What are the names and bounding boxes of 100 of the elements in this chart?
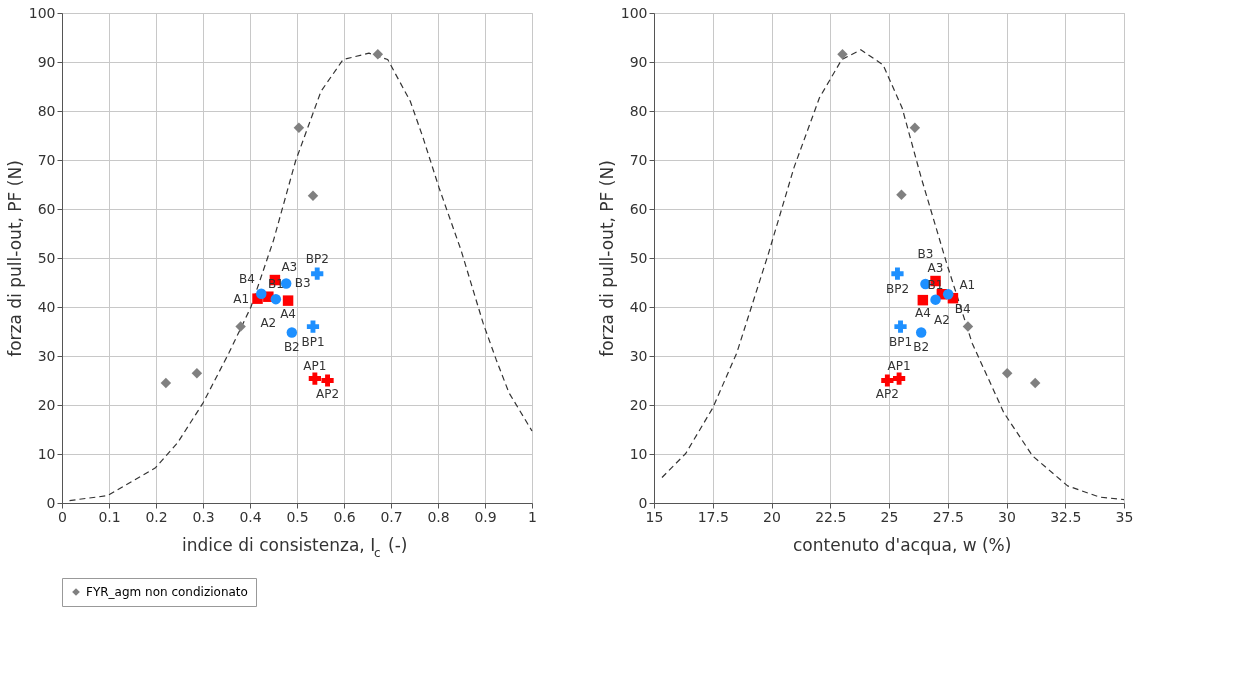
data-label: A3 <box>281 260 298 275</box>
data-label: AP2 <box>316 386 340 401</box>
y-tick-label: 80 <box>37 102 56 119</box>
y-tick-label: 70 <box>629 151 648 168</box>
point <box>917 294 929 306</box>
y-tick-label: 20 <box>629 396 648 413</box>
x-tick-label: 20 <box>763 508 781 525</box>
x-tick-label: 15 <box>645 508 664 525</box>
data-label: AP1 <box>887 358 911 373</box>
point <box>307 190 319 202</box>
data-label: B4 <box>238 271 255 286</box>
data-label: BP1 <box>301 334 325 349</box>
point <box>256 288 267 299</box>
x-tick-label: 0.9 <box>474 508 497 525</box>
point <box>191 367 203 379</box>
x-axis-title: contenuto d'acqua, w (%) <box>793 535 1012 555</box>
y-tick-label: 30 <box>37 347 56 364</box>
x-tick-label: 35 <box>1115 508 1134 525</box>
point <box>306 320 320 333</box>
y-tick-label: 40 <box>37 298 56 315</box>
point <box>909 122 921 133</box>
y-tick-label: 10 <box>37 445 56 462</box>
y-tick-label: 60 <box>629 200 648 217</box>
y-tick-label: 60 <box>37 200 56 217</box>
point <box>282 295 294 306</box>
y-tick-label: 80 <box>629 102 648 119</box>
y-tick-label: 0 <box>638 494 648 511</box>
point <box>235 321 246 332</box>
x-tick-label: 25 <box>880 508 899 525</box>
point <box>896 189 907 201</box>
x-tick-label: 30 <box>998 508 1016 525</box>
x-tick-label: 0.4 <box>239 508 262 525</box>
point <box>894 320 907 333</box>
data-label: A3 <box>927 261 944 276</box>
x-tick-label: 27.5 <box>932 508 964 525</box>
y-tick-label: 90 <box>629 53 648 70</box>
x-tick-label: 17.5 <box>697 508 729 525</box>
y-axis-title: forza di pull-out, PF (N) <box>4 160 25 357</box>
x-tick-label: 0.5 <box>286 508 309 525</box>
data-label: B1 <box>927 277 944 292</box>
y-tick-label: 100 <box>28 4 56 21</box>
point <box>372 48 384 60</box>
x-tick-label: 32.5 <box>1050 508 1082 525</box>
y-tick-label: 50 <box>37 249 56 266</box>
y-tick-label: 50 <box>629 249 648 266</box>
line-series <box>661 49 1125 501</box>
point <box>270 293 282 305</box>
data-label: B3 <box>294 276 311 291</box>
y-tick-label: 10 <box>629 445 648 462</box>
x-tick-label: 0.7 <box>380 508 403 525</box>
x-tick-label: 22.5 <box>815 508 847 525</box>
data-label: BP2 <box>305 251 329 266</box>
point <box>160 377 172 389</box>
y-tick-label: 0 <box>46 494 56 511</box>
point <box>962 321 974 332</box>
x-tick-label: 0.2 <box>145 508 168 525</box>
y-axis-title: forza di pull-out, PF (N) <box>596 160 617 357</box>
point <box>930 294 941 305</box>
y-tick-label: 30 <box>629 347 648 364</box>
data-label: B4 <box>954 302 971 317</box>
legend-label: FYR_agm non condizionato <box>86 585 248 599</box>
x-tick-label: 0.6 <box>333 508 356 525</box>
y-tick-label: 20 <box>37 396 56 413</box>
point <box>311 267 324 280</box>
x-tick-label: 1 <box>528 508 537 525</box>
data-label: BP2 <box>885 281 910 296</box>
x-tick-label: 0.1 <box>98 508 121 525</box>
point <box>321 374 334 387</box>
point <box>881 374 894 387</box>
data-label: B1 <box>267 277 284 292</box>
x-tick-label: 0.3 <box>192 508 215 525</box>
data-label: A1 <box>233 291 250 306</box>
data-label: B2 <box>913 340 930 355</box>
data-label: A2 <box>933 313 950 328</box>
point <box>837 48 848 60</box>
x-tick-label: 0.8 <box>427 508 450 525</box>
data-label: A4 <box>914 306 931 321</box>
point <box>308 372 321 385</box>
data-label: A4 <box>280 306 296 321</box>
y-tick-label: 40 <box>629 298 648 315</box>
point <box>915 327 927 338</box>
point <box>286 327 298 338</box>
line-series <box>68 52 533 502</box>
data-label: AP2 <box>875 386 899 401</box>
data-label: B3 <box>917 246 934 261</box>
y-tick-label: 70 <box>37 151 56 168</box>
point <box>891 267 904 280</box>
y-tick-label: 100 <box>620 4 648 21</box>
data-label: AP1 <box>303 358 327 373</box>
data-label: BP1 <box>888 334 913 349</box>
point <box>293 122 305 133</box>
x-tick-label: 0 <box>58 508 67 525</box>
data-label: A2 <box>260 315 277 330</box>
data-label: A1 <box>959 278 976 293</box>
point <box>942 289 954 300</box>
point <box>1029 377 1041 389</box>
data-label: B2 <box>283 340 300 355</box>
point <box>1001 367 1013 379</box>
point <box>892 372 906 385</box>
y-tick-label: 90 <box>37 53 56 70</box>
